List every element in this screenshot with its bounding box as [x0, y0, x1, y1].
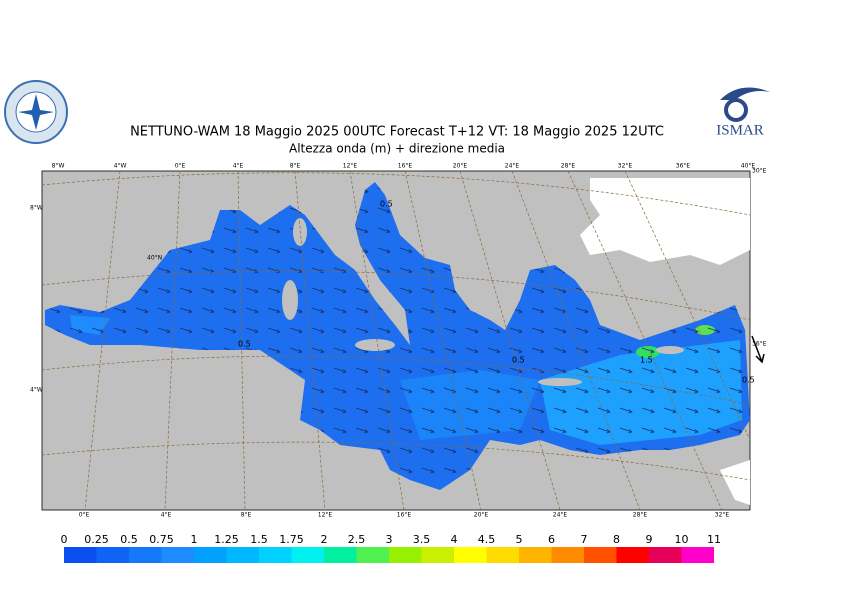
colorbar-box: [486, 547, 519, 563]
right-degree-label: 30°E: [752, 168, 767, 175]
top-degree-label: 24°E: [505, 163, 520, 170]
colorbar-label: 1.25: [214, 533, 239, 546]
bottom-degree-label: 12°E: [318, 512, 333, 519]
colorbar-box: [96, 547, 129, 563]
top-degree-label: 20°E: [453, 163, 468, 170]
bottom-degree-label: 16°E: [397, 512, 412, 519]
bottom-degree-label: 28°E: [633, 512, 648, 519]
colorbar-label: 0: [61, 533, 68, 546]
colorbar-label: 9: [646, 533, 653, 546]
colorbar-box: [616, 547, 649, 563]
map: [41, 170, 765, 511]
colorbar-label: 3: [386, 533, 393, 546]
contour-label: 1.5: [640, 356, 653, 365]
top-degree-label: 40°E: [741, 163, 756, 170]
colorbar-box: [64, 547, 97, 563]
colorbar-label: 6: [548, 533, 555, 546]
colorbar-label: 0.5: [120, 533, 138, 546]
colorbar-box: [226, 547, 259, 563]
colorbar-box: [421, 547, 454, 563]
contour-label: 0.5: [742, 376, 755, 385]
top-degree-label: 8°W: [52, 163, 65, 170]
colorbar-box: [681, 547, 714, 563]
bottom-degree-label: 32°E: [715, 512, 730, 519]
colorbar-label: 2: [321, 533, 328, 546]
colorbar-label: 3.5: [413, 533, 431, 546]
colorbar-label: 8: [613, 533, 620, 546]
left-logo: [4, 80, 68, 144]
colorbar-label: 4.5: [478, 533, 496, 546]
colorbar-box: [259, 547, 292, 563]
colorbar-box: [519, 547, 552, 563]
colorbar-label: 0.25: [84, 533, 109, 546]
left-degree-label: 4°W: [30, 387, 43, 394]
right-logo: ISMAR: [709, 79, 771, 141]
subtitle: Altezza onda (m) + direzione media: [289, 142, 505, 156]
bottom-degree-label: 8°E: [241, 512, 252, 519]
bottom-degree-label: 20°E: [474, 512, 489, 519]
left-degree-label: 8°W: [30, 205, 43, 212]
colorbar-label: 0.75: [149, 533, 174, 546]
top-degree-label: 4°W: [114, 163, 127, 170]
colorbar-box: [129, 547, 162, 563]
top-degree-label: 4°E: [233, 163, 244, 170]
colorbar-box: [649, 547, 682, 563]
colorbar-box: [161, 547, 194, 563]
bottom-degree-label: 4°E: [161, 512, 172, 519]
right-degree-label: 36°E: [752, 341, 767, 348]
inner-degree-label: 40°N: [147, 255, 162, 262]
logo-text: ISMAR: [716, 122, 764, 138]
colorbar-box: [291, 547, 324, 563]
colorbar-label: 11: [707, 533, 721, 546]
colorbar-box: [324, 547, 357, 563]
top-degree-label: 28°E: [561, 163, 576, 170]
top-degree-label: 8°E: [290, 163, 301, 170]
colorbar-label: 1: [191, 533, 198, 546]
colorbar-label: 10: [675, 533, 689, 546]
colorbar-label: 7: [581, 533, 588, 546]
colorbar-label: 4: [451, 533, 458, 546]
bottom-degree-label: 0°E: [79, 512, 90, 519]
colorbar-label: 5: [516, 533, 523, 546]
top-degree-label: 12°E: [343, 163, 358, 170]
colorbar-box: [584, 547, 617, 563]
colorbar: 0 0.25 0.5 0.75 1 1.25 1.5 1.75 2 2.5 3 3.5 4 4.5 5 6 7 8…: [61, 533, 721, 563]
top-degree-label: 32°E: [618, 163, 633, 170]
bottom-degree-label: 24°E: [553, 512, 568, 519]
colorbar-box: [551, 547, 584, 563]
contour-label: 0.5: [512, 356, 525, 365]
top-degree-label: 16°E: [398, 163, 413, 170]
colorbar-label: 2.5: [348, 533, 366, 546]
colorbar-box: [454, 547, 487, 563]
colorbar-box: [356, 547, 389, 563]
colorbar-label: 1.75: [279, 533, 304, 546]
colorbar-label: 1.5: [250, 533, 268, 546]
contour-label: 0.5: [238, 340, 251, 349]
top-degree-label: 0°E: [175, 163, 186, 170]
colorbar-box: [194, 547, 227, 563]
title: NETTUNO-WAM 18 Maggio 2025 00UTC Forecas…: [130, 125, 664, 140]
contour-label: 0.5: [380, 200, 393, 209]
colorbar-box: [389, 547, 422, 563]
map-labels: 8°W 4°W 0°E 4°E 8°E 12°E 16°E 20°E 24°E 28°E 32°E 3…: [30, 163, 767, 519]
top-degree-label: 36°E: [676, 163, 691, 170]
